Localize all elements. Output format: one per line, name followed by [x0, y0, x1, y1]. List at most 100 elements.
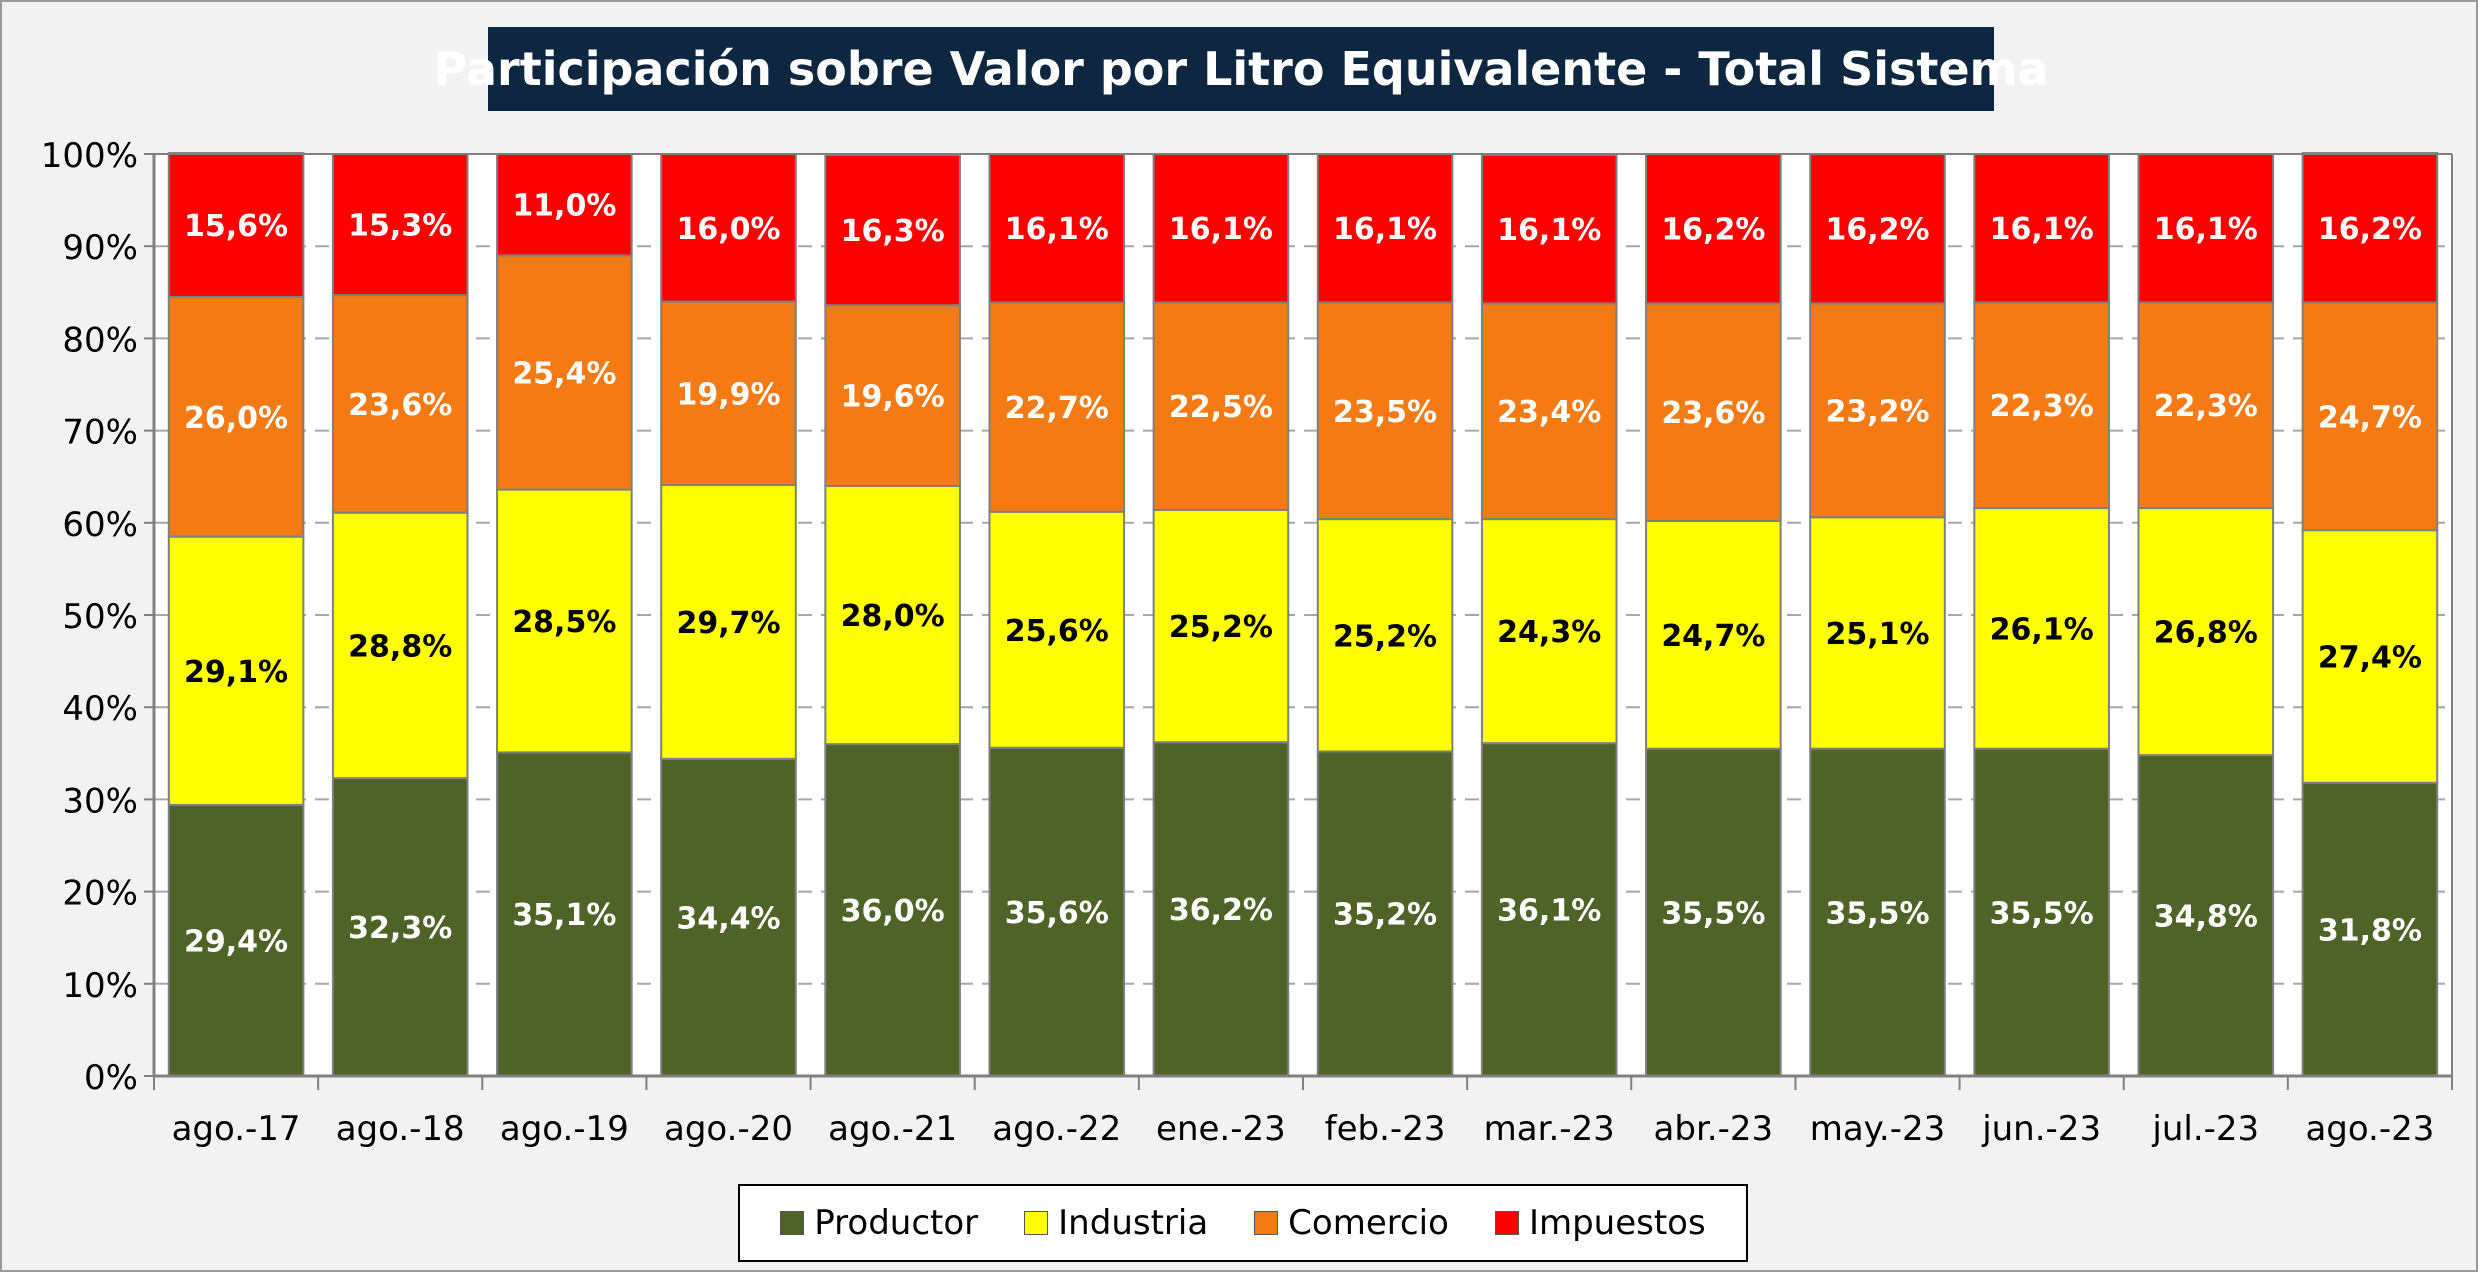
- chart-title: Participación sobre Valor por Litro Equi…: [433, 42, 2049, 96]
- data-label-comercio: 23,6%: [1661, 396, 1765, 431]
- data-label-comercio: 23,5%: [1333, 395, 1437, 430]
- bar-segment-industria: [1316, 518, 1454, 753]
- data-label-industria: 25,1%: [1825, 617, 1929, 652]
- x-tick-label: feb.-23: [1325, 1109, 1446, 1149]
- data-label-comercio: 25,4%: [512, 357, 616, 392]
- x-tick-label: ago.-23: [2305, 1109, 2434, 1149]
- data-label-comercio: 23,6%: [348, 388, 452, 423]
- data-label-impuestos: 16,2%: [1661, 213, 1765, 248]
- bar-segment-productor: [1645, 747, 1782, 1077]
- x-tick-label: mar.-23: [1484, 1109, 1615, 1149]
- data-label-comercio: 23,4%: [1497, 395, 1601, 430]
- data-label-industria: 28,5%: [512, 605, 616, 640]
- bar-segment-impuestos: [1152, 153, 1290, 304]
- data-label-comercio: 22,3%: [2154, 389, 2258, 424]
- bar-segment-impuestos: [2137, 153, 2275, 304]
- data-label-impuestos: 16,1%: [2154, 212, 2258, 247]
- bar-segment-impuestos: [2301, 152, 2439, 304]
- data-label-impuestos: 16,0%: [676, 212, 780, 247]
- legend-item-industria: Industria: [1024, 1203, 1208, 1243]
- data-label-productor: 36,0%: [841, 894, 945, 929]
- bar-segment-impuestos: [1480, 153, 1618, 305]
- data-label-comercio: 19,9%: [676, 377, 780, 412]
- legend-label-industria: Industria: [1058, 1203, 1209, 1243]
- data-labels-group: 29,4% 29,1% 26,0% 15,6% 32,3% 28,8% 23,6% 15,3%…: [184, 189, 2422, 960]
- bar-segment-productor: [167, 803, 305, 1077]
- bar-segment-comercio: [331, 294, 469, 514]
- bar-segment-industria: [496, 488, 633, 754]
- bar-segment-productor: [2301, 781, 2439, 1078]
- bar-segment-industria: [988, 510, 1126, 749]
- x-tick-label: ago.-21: [828, 1109, 957, 1149]
- legend-label-impuestos: Impuestos: [1528, 1203, 1706, 1243]
- data-label-productor: 34,8%: [2154, 900, 2258, 935]
- x-tick-label: ago.-19: [500, 1109, 629, 1149]
- data-label-industria: 24,7%: [1661, 619, 1765, 654]
- data-label-productor: 35,2%: [1333, 898, 1437, 933]
- y-tick-label: 10%: [62, 966, 138, 1006]
- bar-segment-industria: [1645, 519, 1782, 750]
- data-label-comercio: 26,0%: [184, 401, 288, 436]
- x-tick-label: ago.-18: [336, 1109, 465, 1149]
- bar-segment-impuestos: [824, 153, 961, 307]
- data-label-impuestos: 16,3%: [841, 214, 945, 249]
- x-tick-label: ago.-22: [992, 1109, 1121, 1149]
- data-label-comercio: 22,3%: [1990, 389, 2094, 424]
- x-tick-label: abr.-23: [1654, 1109, 1774, 1149]
- legend-label-productor: Productor: [814, 1203, 979, 1243]
- legend-item-impuestos: Impuestos: [1494, 1203, 1706, 1243]
- data-label-productor: 36,1%: [1497, 894, 1601, 929]
- legend-swatch-comercio: [1254, 1211, 1279, 1235]
- bar-segment-industria: [1973, 507, 2110, 750]
- data-label-industria: 25,6%: [1005, 614, 1109, 649]
- y-tick-label: 100%: [41, 136, 138, 176]
- legend: Productor Industria Comercio Impuestos: [738, 1184, 1748, 1262]
- y-tick-label: 40%: [62, 689, 138, 729]
- data-label-industria: 26,8%: [2154, 616, 2258, 651]
- data-label-comercio: 24,7%: [2318, 400, 2422, 435]
- legend-item-productor: Productor: [780, 1203, 978, 1243]
- data-label-impuestos: 16,1%: [1005, 212, 1109, 247]
- data-label-productor: 35,1%: [512, 898, 616, 933]
- data-label-impuestos: 11,0%: [512, 189, 616, 224]
- legend-swatch-productor: [780, 1211, 805, 1235]
- data-label-impuestos: 16,2%: [1825, 213, 1929, 248]
- data-label-productor: 35,5%: [1825, 896, 1929, 931]
- bar-segment-comercio: [1152, 301, 1290, 511]
- data-label-industria: 29,1%: [184, 655, 288, 690]
- bar-segment-industria: [660, 483, 797, 760]
- y-tick-label: 50%: [62, 597, 138, 637]
- bar-segment-industria: [824, 484, 961, 746]
- data-label-productor: 36,2%: [1169, 893, 1273, 928]
- bar-segment-impuestos: [331, 153, 469, 297]
- legend-swatch-industria: [1024, 1211, 1049, 1235]
- bar-segment-productor: [1973, 747, 2110, 1077]
- data-label-productor: 35,5%: [1990, 896, 2094, 931]
- data-label-impuestos: 16,1%: [1333, 212, 1437, 247]
- data-label-industria: 29,7%: [676, 606, 780, 641]
- y-tick-label: 20%: [62, 874, 138, 914]
- data-label-productor: 32,3%: [348, 911, 452, 946]
- bar-segment-productor: [496, 751, 633, 1077]
- bar-segment-impuestos: [660, 153, 797, 303]
- data-label-comercio: 22,7%: [1005, 391, 1109, 426]
- bar-segment-productor: [1152, 741, 1290, 1078]
- x-tick-label: may.-23: [1810, 1109, 1946, 1149]
- bar-segment-impuestos: [1316, 153, 1454, 304]
- bar-segment-productor: [824, 743, 961, 1078]
- bar-segment-industria: [1480, 518, 1618, 745]
- bar-segment-comercio: [1480, 302, 1618, 521]
- bar-segment-impuestos: [1645, 153, 1782, 305]
- data-label-impuestos: 15,6%: [184, 209, 288, 244]
- legend-swatch-impuestos: [1494, 1211, 1519, 1235]
- data-label-productor: 35,5%: [1661, 896, 1765, 931]
- bar-segment-impuestos: [988, 153, 1126, 304]
- x-tick-label: jul.-23: [2151, 1109, 2259, 1149]
- bar-segment-productor: [1480, 742, 1618, 1078]
- bar-segment-comercio: [1645, 302, 1782, 522]
- y-tick-label: 70%: [62, 413, 138, 453]
- bar-segment-comercio: [1973, 301, 2110, 510]
- bar-segment-impuestos: [167, 152, 305, 298]
- data-label-comercio: 19,6%: [841, 380, 945, 415]
